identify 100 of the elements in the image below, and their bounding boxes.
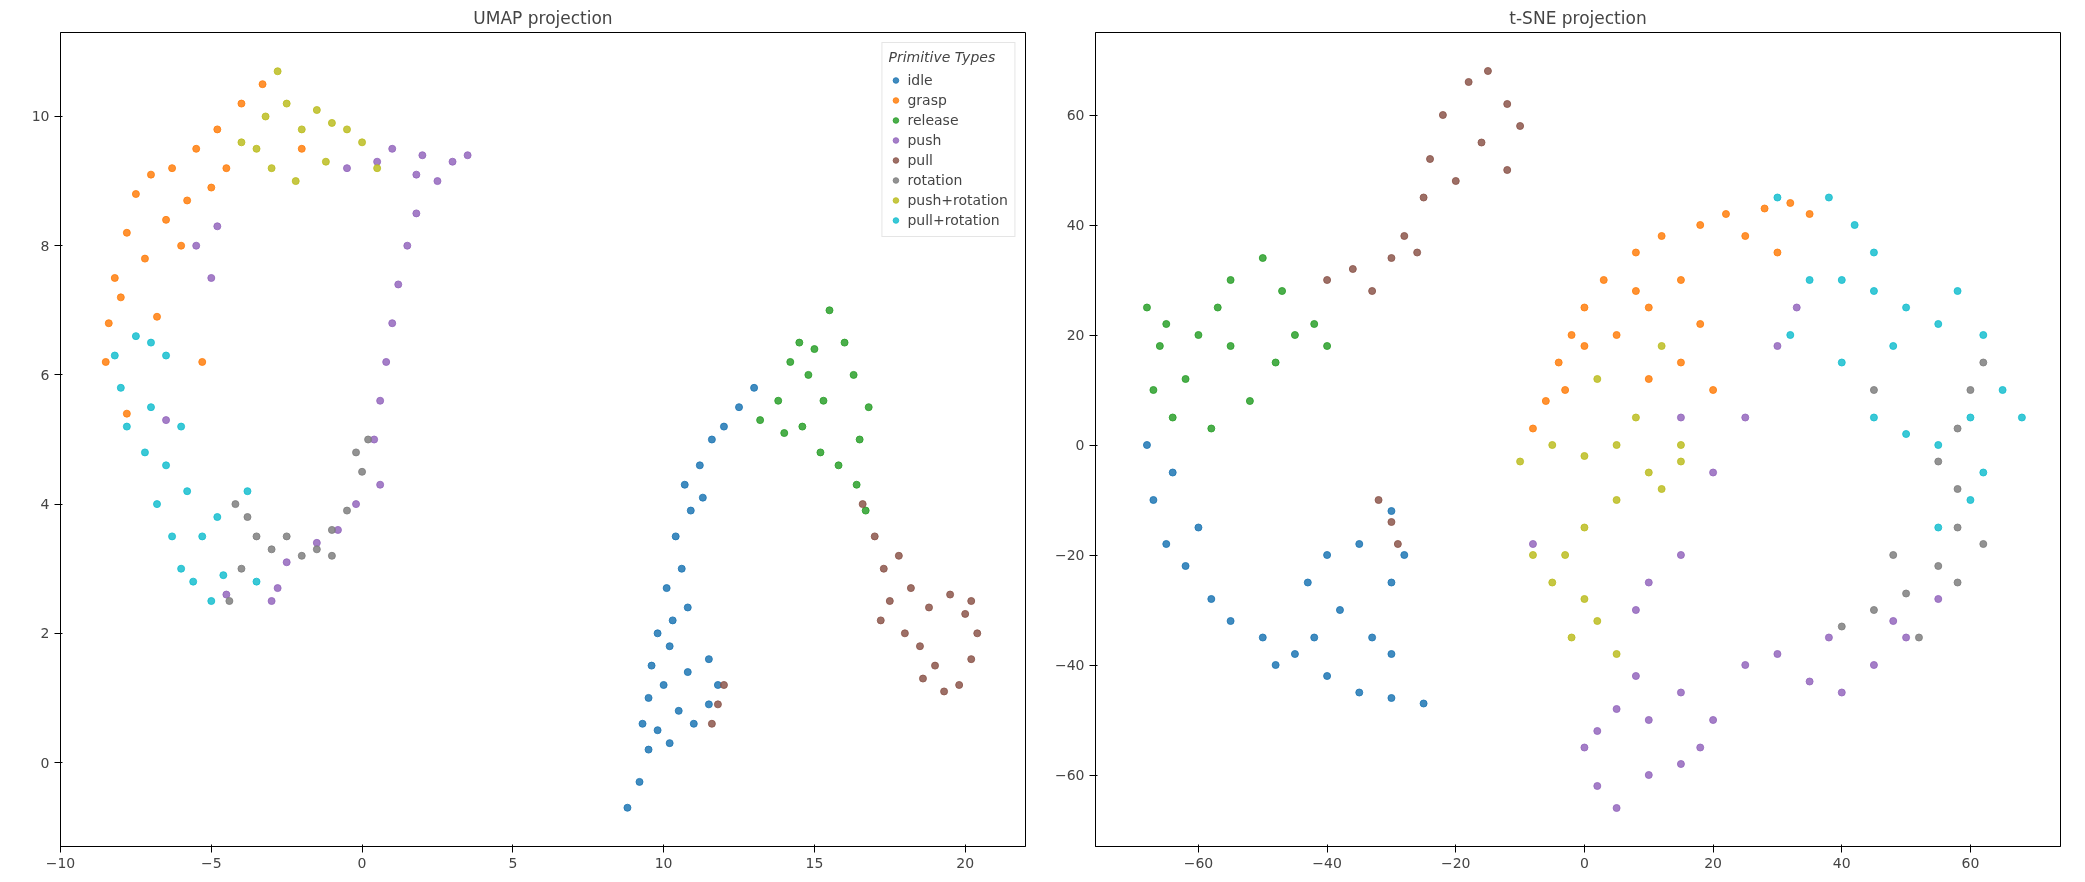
point (774, 396, 783, 405)
point (1310, 633, 1319, 642)
point (183, 196, 192, 205)
point (852, 480, 861, 489)
point (1824, 193, 1833, 202)
point (1194, 331, 1203, 339)
point (1696, 743, 1705, 752)
point (327, 118, 336, 127)
point (1979, 358, 1988, 367)
point (1580, 452, 1589, 460)
point (662, 584, 671, 593)
point (373, 157, 382, 166)
point (207, 597, 216, 605)
point (1644, 578, 1653, 587)
point (1631, 413, 1640, 422)
point (213, 513, 222, 522)
point (780, 429, 789, 438)
point (1644, 375, 1653, 383)
point (237, 564, 246, 573)
point (840, 338, 849, 347)
legend-label: release (907, 112, 959, 128)
point (1438, 111, 1447, 119)
point (1528, 424, 1537, 433)
point (1709, 716, 1718, 724)
point (1644, 771, 1653, 779)
point (1323, 551, 1332, 559)
point (358, 138, 367, 147)
point (1503, 166, 1512, 174)
point (1786, 199, 1795, 207)
point (1741, 413, 1750, 422)
point (1773, 342, 1782, 350)
point (1657, 485, 1666, 493)
x-tick-label: 60 (1961, 854, 1980, 871)
point (168, 532, 177, 541)
point (1213, 303, 1222, 312)
point (1612, 496, 1621, 504)
point (713, 700, 722, 709)
point (638, 719, 647, 728)
point (1290, 331, 1299, 339)
point (1162, 320, 1171, 328)
point (1676, 276, 1685, 284)
point (1580, 743, 1589, 752)
y-tick-label: 6 (40, 366, 50, 383)
point (1149, 496, 1158, 504)
point (237, 99, 246, 108)
point (198, 532, 207, 541)
point (1464, 78, 1473, 86)
point (222, 164, 231, 173)
point (243, 487, 252, 496)
point (1483, 67, 1492, 75)
point (1644, 303, 1653, 312)
point (282, 99, 291, 108)
point (1258, 254, 1267, 262)
y-tick-label: 0 (40, 754, 50, 771)
point (252, 532, 261, 541)
point (376, 480, 385, 489)
point (1631, 287, 1640, 295)
point (1741, 232, 1750, 240)
legend-label: push+rotation (907, 192, 1008, 208)
point (1271, 661, 1280, 669)
point (707, 435, 716, 444)
point (915, 642, 924, 651)
point (1902, 589, 1911, 598)
point (1869, 287, 1878, 295)
point (816, 448, 825, 457)
point (297, 551, 306, 560)
point (207, 274, 216, 282)
point (659, 681, 668, 689)
point (900, 629, 909, 638)
point (918, 674, 927, 683)
point (1676, 551, 1685, 559)
legend-label: pull (907, 152, 933, 168)
point (671, 532, 680, 541)
point (1979, 331, 1988, 339)
point (695, 461, 704, 470)
point (665, 739, 674, 748)
x-tick-label: −60 (1183, 854, 1214, 871)
point (1580, 523, 1589, 532)
point (973, 629, 982, 638)
point (686, 506, 695, 515)
point (1303, 578, 1312, 587)
point (1567, 633, 1576, 642)
point (1181, 375, 1190, 383)
point (1593, 782, 1602, 790)
point (222, 590, 231, 599)
point (1953, 523, 1962, 532)
point (906, 584, 915, 593)
point (635, 777, 644, 786)
point (1168, 413, 1177, 422)
point (1837, 688, 1846, 697)
point (961, 609, 970, 618)
point (1953, 485, 1962, 493)
point (213, 222, 222, 231)
point (861, 506, 870, 515)
point (1503, 100, 1512, 108)
point (1400, 551, 1409, 559)
point (876, 616, 885, 625)
y-tick-label: −20 (1054, 547, 1085, 563)
point (1355, 540, 1364, 548)
point (644, 745, 653, 754)
